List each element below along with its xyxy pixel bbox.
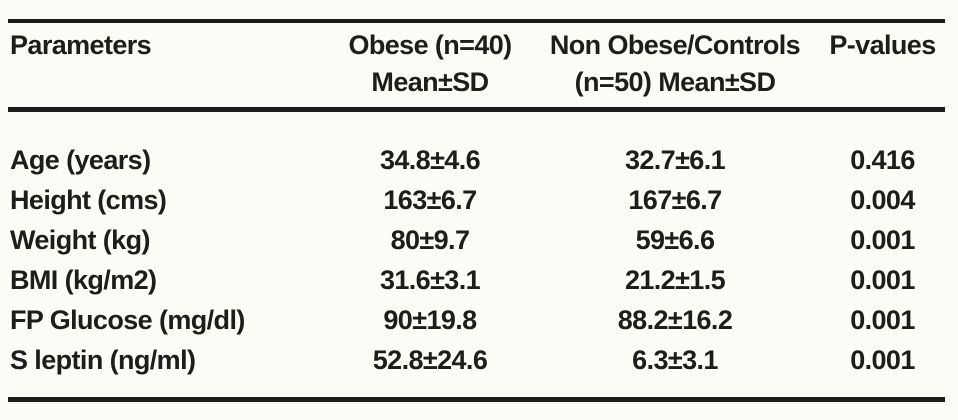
header-pvalues-label: P-values xyxy=(829,30,936,60)
cell-obese-value: 34.8±4.6 xyxy=(379,144,481,175)
cell-parameter: BMI (kg/m2) xyxy=(10,264,157,295)
header-pvalues: P-values xyxy=(820,27,945,64)
cell-controls-value: 88.2±16.2 xyxy=(617,304,733,335)
cell-pvalue: 0.001 xyxy=(850,304,915,335)
table-header-rule xyxy=(8,107,945,112)
table-row: Age (years) 34.8±4.6 32.7±6.1 0.416 xyxy=(8,140,945,180)
table-row: Weight (kg) 80±9.7 59±6.6 0.001 xyxy=(8,220,945,260)
cell-obese-value: 80±9.7 xyxy=(390,224,470,255)
header-controls-line1: Non Obese/Controls xyxy=(549,30,801,60)
table-row: Height (cms) 163±6.7 167±6.7 0.004 xyxy=(8,180,945,220)
cell-pvalue: 0.416 xyxy=(850,144,915,175)
table-row: S leptin (ng/ml) 52.8±24.6 6.3±3.1 0.001 xyxy=(8,340,945,380)
cell-parameter: Age (years) xyxy=(10,144,151,175)
cell-pvalue: 0.001 xyxy=(850,264,915,295)
cell-obese-value: 52.8±24.6 xyxy=(372,344,488,375)
cell-controls-value: 167±6.7 xyxy=(628,184,722,215)
table-body: Age (years) 34.8±4.6 32.7±6.1 0.416 Heig… xyxy=(8,112,945,397)
cell-parameter: Height (cms) xyxy=(10,184,167,215)
cell-controls-value: 6.3±3.1 xyxy=(632,344,718,375)
cell-parameter: S leptin (ng/ml) xyxy=(10,344,196,375)
header-obese-line1: Obese (n=40) xyxy=(348,30,512,60)
cell-obese-value: 163±6.7 xyxy=(383,184,477,215)
header-obese: Obese (n=40) Mean±SD xyxy=(330,27,530,101)
cell-controls-value: 21.2±1.5 xyxy=(624,264,726,295)
table-bottom-rule xyxy=(8,397,945,402)
cell-pvalue: 0.004 xyxy=(850,184,915,215)
cell-pvalue: 0.001 xyxy=(850,224,915,255)
cell-obese-value: 90±19.8 xyxy=(383,304,477,335)
table-row: FP Glucose (mg/dl) 90±19.8 88.2±16.2 0.0… xyxy=(8,300,945,340)
cell-parameter: Weight (kg) xyxy=(10,224,150,255)
cell-pvalue: 0.001 xyxy=(850,344,915,375)
header-parameters-label: Parameters xyxy=(10,30,152,60)
cell-controls-value: 59±6.6 xyxy=(635,224,715,255)
cell-obese-value: 31.6±3.1 xyxy=(379,264,481,295)
header-parameters: Parameters xyxy=(8,27,330,64)
table-header-row: Parameters Obese (n=40) Mean±SD Non Obes… xyxy=(8,23,945,107)
header-controls: Non Obese/Controls (n=50) Mean±SD xyxy=(530,27,820,101)
cell-parameter: FP Glucose (mg/dl) xyxy=(10,304,245,335)
comparison-table: Parameters Obese (n=40) Mean±SD Non Obes… xyxy=(8,19,945,402)
table-row: BMI (kg/m2) 31.6±3.1 21.2±1.5 0.001 xyxy=(8,260,945,300)
header-controls-line2: (n=50) Mean±SD xyxy=(574,67,776,97)
header-obese-line2: Mean±SD xyxy=(371,67,489,97)
table-top-rule xyxy=(8,19,945,23)
cell-controls-value: 32.7±6.1 xyxy=(624,144,726,175)
